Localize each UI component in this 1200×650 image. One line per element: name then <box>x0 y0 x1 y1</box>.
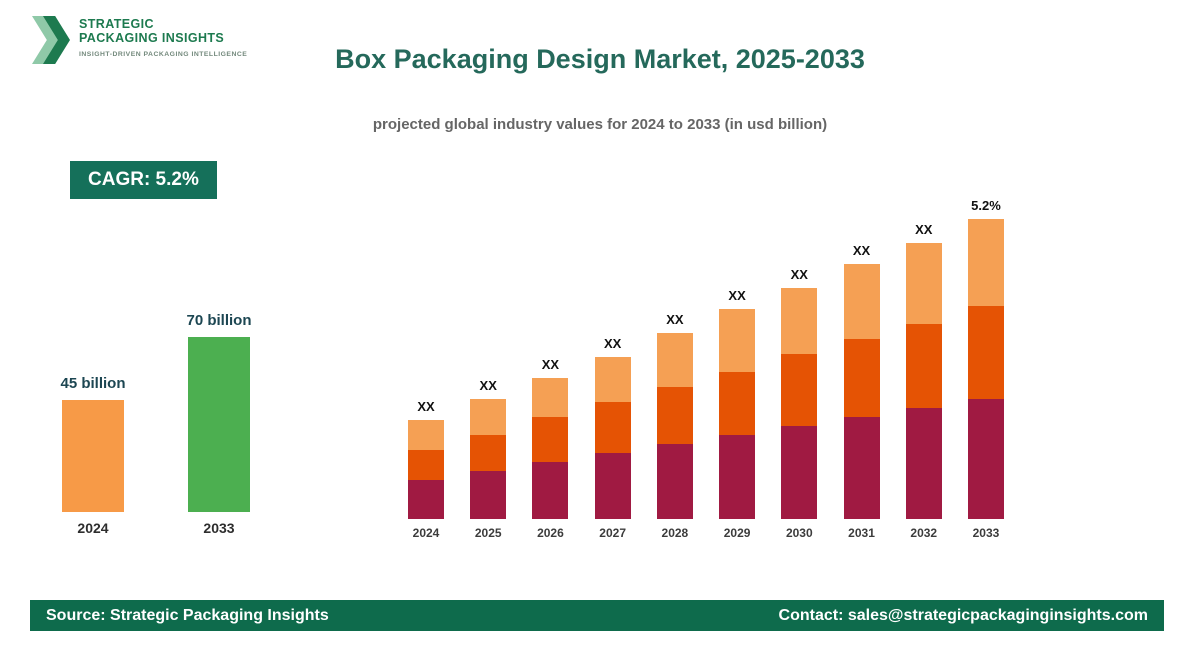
stack-bar-2027 <box>594 357 631 519</box>
stack-x-label: 2026 <box>537 526 564 540</box>
stack-segment-bottom <box>843 417 880 519</box>
mini-bar-value-label: 70 billion <box>186 312 252 329</box>
logo-line2: PACKAGING INSIGHTS <box>79 31 225 46</box>
stack-bar-group-2027: XX 2027 <box>594 336 631 540</box>
stack-segment-middle <box>781 354 818 426</box>
stack-segment-bottom <box>408 480 444 519</box>
mini-bar-group-2024: 45 billion 2024 <box>60 374 126 537</box>
stack-segment-top <box>967 219 1004 306</box>
stack-segment-bottom <box>470 471 507 519</box>
stack-bar-group-2025: XX 2025 <box>470 378 507 540</box>
stack-bar-group-2031: XX 2031 <box>843 243 880 540</box>
logo-text: STRATEGIC PACKAGING INSIGHTS INSIGHT-DRI… <box>79 14 247 59</box>
stack-segment-middle <box>408 450 444 480</box>
cagr-badge: CAGR: 5.2% <box>70 161 217 199</box>
stack-bar-label: XX <box>417 399 435 414</box>
stack-bar-2025 <box>470 399 507 519</box>
stack-bar-group-2030: XX 2030 <box>781 267 818 540</box>
stack-segment-bottom <box>905 408 942 519</box>
stack-bar-label: XX <box>728 288 746 303</box>
stack-segment-middle <box>656 387 693 444</box>
page-title: Box Packaging Design Market, 2025-2033 <box>335 44 865 74</box>
stack-segment-middle <box>719 372 756 435</box>
logo-line1: STRATEGIC <box>79 17 154 31</box>
stacked-projection-chart: XX 2024 XX 2025 XX 2026 XX 2027 XX 2028 XX 2029 XX 20… <box>408 198 1004 540</box>
stack-bar-label: XX <box>666 312 684 327</box>
growth-summary-chart: 45 billion 2024 70 billion 2033 <box>60 312 252 537</box>
stack-bar-group-2033: 5.2% 2033 <box>967 198 1004 540</box>
stack-bar-group-2028: XX 2028 <box>656 312 693 540</box>
logo-chevron-icon <box>32 16 70 64</box>
footer-source: Source: Strategic Packaging Insights <box>46 606 329 624</box>
stack-x-label: 2033 <box>972 526 1000 540</box>
stack-segment-bottom <box>719 435 756 519</box>
stack-bar-group-2032: XX 2032 <box>905 222 942 540</box>
mini-x-label: 2033 <box>203 520 235 536</box>
logo: STRATEGIC PACKAGING INSIGHTS INSIGHT-DRI… <box>32 14 247 64</box>
stack-x-label: 2029 <box>723 526 751 540</box>
stack-x-label: 2031 <box>848 526 875 540</box>
mini-x-label: 2024 <box>77 520 109 536</box>
stack-bar-label: XX <box>915 222 933 237</box>
stack-bar-2026 <box>532 378 569 519</box>
footer-contact: Contact: sales@strategicpackaginginsight… <box>778 606 1148 624</box>
stack-segment-top <box>843 264 880 339</box>
mini-bar-value-label: 45 billion <box>60 374 126 392</box>
stack-bar-group-2024: XX 2024 <box>408 399 444 540</box>
stack-x-label: 2032 <box>910 526 938 540</box>
stack-bar-2028 <box>656 333 693 519</box>
stack-segment-bottom <box>781 426 818 519</box>
stack-segment-top <box>905 243 942 324</box>
stack-bar-2033 <box>967 219 1004 519</box>
stack-segment-top <box>719 309 756 372</box>
stack-x-label: 2030 <box>785 526 813 540</box>
stack-segment-bottom <box>656 444 693 519</box>
stack-bar-group-2029: XX 2029 <box>719 288 756 540</box>
stack-segment-middle <box>843 339 880 417</box>
stack-segment-top <box>781 288 818 354</box>
stack-bar-2031 <box>843 264 880 519</box>
stack-segment-middle <box>594 402 631 453</box>
mini-bar-2024 <box>62 399 124 512</box>
page-subtitle: projected global industry values for 202… <box>372 116 828 133</box>
stack-segment-middle <box>532 417 569 462</box>
logo-tagline: INSIGHT-DRIVEN PACKAGING INTELLIGENCE <box>79 50 248 58</box>
stack-segment-top <box>470 399 507 435</box>
stack-bar-2030 <box>781 288 818 519</box>
stack-bar-group-2026: XX 2026 <box>532 357 569 540</box>
stack-x-label: 2028 <box>661 526 689 540</box>
stack-bar-2032 <box>905 243 942 519</box>
mini-bar-2033 <box>188 337 250 512</box>
stack-bar-label: XX <box>790 267 808 282</box>
stack-bar-label: XX <box>541 357 560 372</box>
stack-segment-top <box>532 378 569 417</box>
stack-bar-2029 <box>719 309 756 519</box>
stack-bar-label: XX <box>852 243 871 258</box>
stack-bar-label: XX <box>479 378 497 393</box>
stack-segment-top <box>656 333 693 387</box>
mini-bar-group-2033: 70 billion 2033 <box>186 312 252 536</box>
stack-segment-middle <box>470 435 507 471</box>
stack-x-label: 2027 <box>599 526 626 540</box>
stack-segment-top <box>594 357 631 402</box>
stack-segment-top <box>408 420 444 450</box>
stack-x-label: 2024 <box>412 526 440 540</box>
stack-x-label: 2025 <box>474 526 502 540</box>
stack-bar-label: 5.2% <box>971 198 1001 213</box>
stack-bar-label: XX <box>603 336 622 351</box>
stack-segment-middle <box>967 306 1004 399</box>
stack-segment-bottom <box>594 453 631 519</box>
stack-segment-bottom <box>532 462 569 519</box>
stack-bar-2024 <box>408 420 444 519</box>
stack-segment-bottom <box>967 399 1004 519</box>
stack-segment-middle <box>905 324 942 408</box>
footer-bar: Source: Strategic Packaging Insights Con… <box>30 600 1164 631</box>
